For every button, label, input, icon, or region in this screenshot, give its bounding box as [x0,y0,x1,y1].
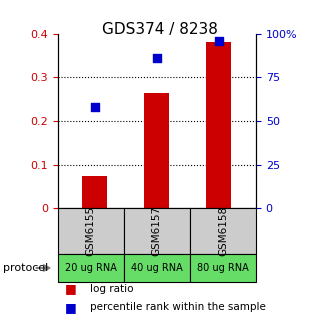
Text: percentile rank within the sample: percentile rank within the sample [90,302,266,312]
Text: 40 ug RNA: 40 ug RNA [131,263,183,273]
Text: log ratio: log ratio [90,284,133,294]
Text: GSM6157: GSM6157 [152,206,162,256]
Text: ■: ■ [65,301,76,314]
Text: GDS374 / 8238: GDS374 / 8238 [102,22,218,37]
Bar [206,42,231,208]
Text: GSM6158: GSM6158 [218,206,228,256]
Bar [83,175,107,208]
Point [92,104,97,110]
Bar [144,92,169,208]
Text: protocol: protocol [3,263,48,273]
Text: GSM6155: GSM6155 [86,206,96,256]
Text: ■: ■ [65,283,76,295]
Point [216,38,221,43]
Text: 20 ug RNA: 20 ug RNA [65,263,116,273]
Text: 80 ug RNA: 80 ug RNA [197,263,249,273]
Point [154,55,159,61]
